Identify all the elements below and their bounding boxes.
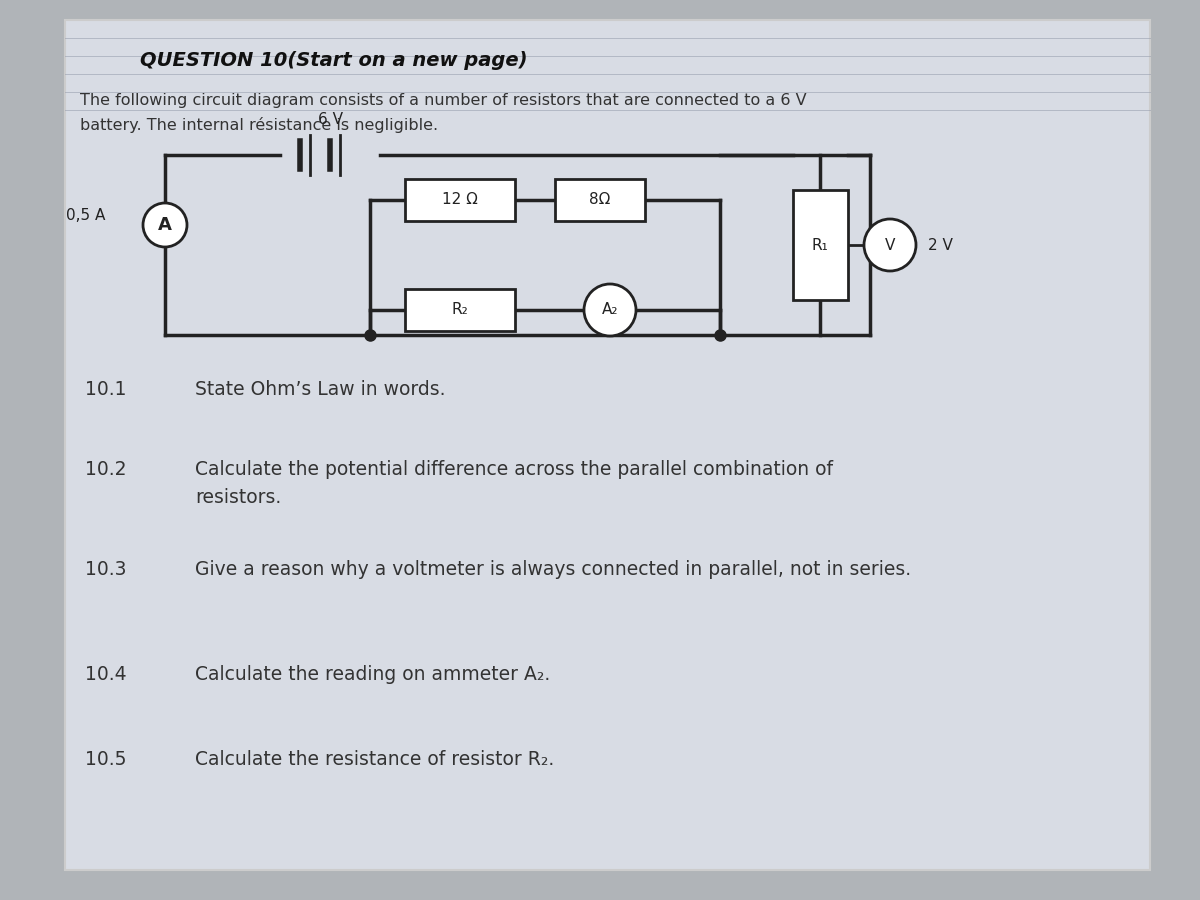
Text: QUESTION 10(Start on a new page): QUESTION 10(Start on a new page) [140,50,528,69]
Text: 6 V: 6 V [318,112,342,127]
Text: 2 V: 2 V [928,238,953,253]
Circle shape [143,203,187,247]
Text: Calculate the reading on ammeter A₂.: Calculate the reading on ammeter A₂. [194,665,551,684]
Text: 8Ω: 8Ω [589,193,611,208]
Text: R₂: R₂ [451,302,468,318]
Text: 10.1: 10.1 [85,380,126,399]
Text: The following circuit diagram consists of a number of resistors that are connect: The following circuit diagram consists o… [80,93,806,107]
Text: 12 Ω: 12 Ω [442,193,478,208]
Text: R₁: R₁ [811,238,828,253]
Circle shape [584,284,636,336]
Text: 10.5: 10.5 [85,750,126,769]
Bar [554,179,646,221]
Text: 10.2: 10.2 [85,460,126,479]
Text: A: A [158,216,172,234]
Text: 10.3: 10.3 [85,560,126,579]
Text: V: V [884,238,895,253]
Circle shape [864,219,916,271]
Text: Calculate the resistance of resistor R₂.: Calculate the resistance of resistor R₂. [194,750,554,769]
Text: resistors.: resistors. [194,488,281,507]
Text: A₂: A₂ [601,302,618,318]
Bar [406,179,515,221]
Text: 0,5 A: 0,5 A [66,208,106,222]
Text: Calculate the potential difference across the parallel combination of: Calculate the potential difference acros… [194,460,833,479]
Bar [406,289,515,331]
Text: Give a reason why a voltmeter is always connected in parallel, not in series.: Give a reason why a voltmeter is always … [194,560,911,579]
Text: 10.4: 10.4 [85,665,127,684]
Text: State Ohm’s Law in words.: State Ohm’s Law in words. [194,380,445,399]
Text: battery. The internal résistance is negligible.: battery. The internal résistance is negl… [80,117,438,133]
Bar [792,190,847,300]
